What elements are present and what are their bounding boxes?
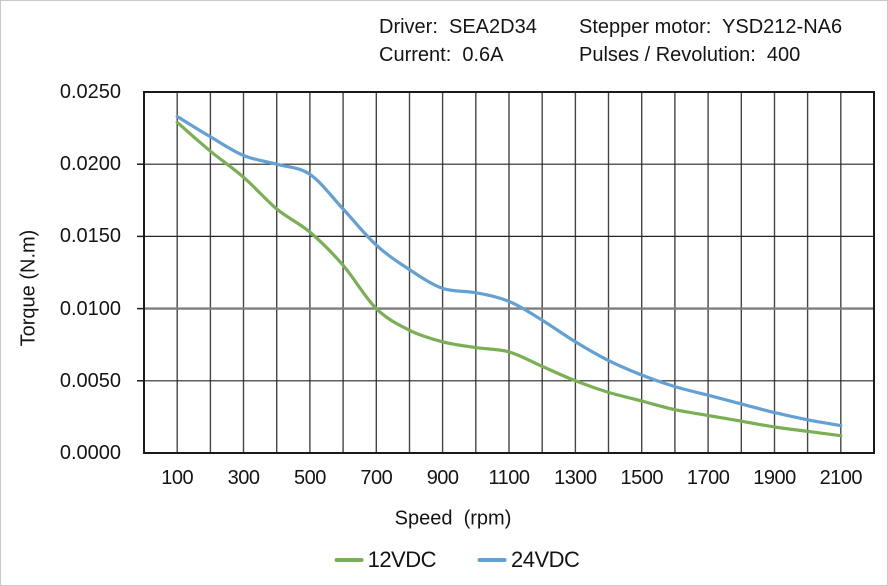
pulses-per-revolution-label: Pulses / Revolution: 400: [579, 44, 801, 66]
curve-24vdc: [175, 114, 843, 428]
x-axis-title: Speed (rpm): [394, 507, 512, 530]
current-label: Current: 0.6A: [379, 44, 504, 66]
header-row-2: Current: 0.6A Pulses / Revolution: 400: [379, 41, 842, 69]
legend-line-swatch-24vdc: [478, 558, 507, 562]
header-row-1: Driver: SEA2D34 Stepper motor: YSD212-NA…: [379, 13, 842, 41]
legend-label-24vdc: 24VDC: [511, 547, 580, 572]
stepper-motor-label: Stepper motor: YSD212-NA6: [579, 16, 843, 38]
legend-item-24vdc: 24VDC: [478, 547, 580, 572]
y-axis-title: Torque (N.m): [17, 229, 40, 347]
driver-label: Driver: SEA2D34: [379, 16, 537, 38]
legend-label-12vdc: 12VDC: [367, 547, 437, 572]
chart-legend: 12VDC 24VDC: [334, 547, 580, 572]
legend-item-12vdc: 12VDC: [334, 547, 437, 572]
chart-header: Driver: SEA2D34 Stepper motor: YSD212-NA…: [379, 13, 842, 69]
curve-12vdc: [175, 120, 843, 438]
plot-border: [143, 91, 875, 454]
legend-line-swatch-12vdc: [334, 558, 364, 562]
